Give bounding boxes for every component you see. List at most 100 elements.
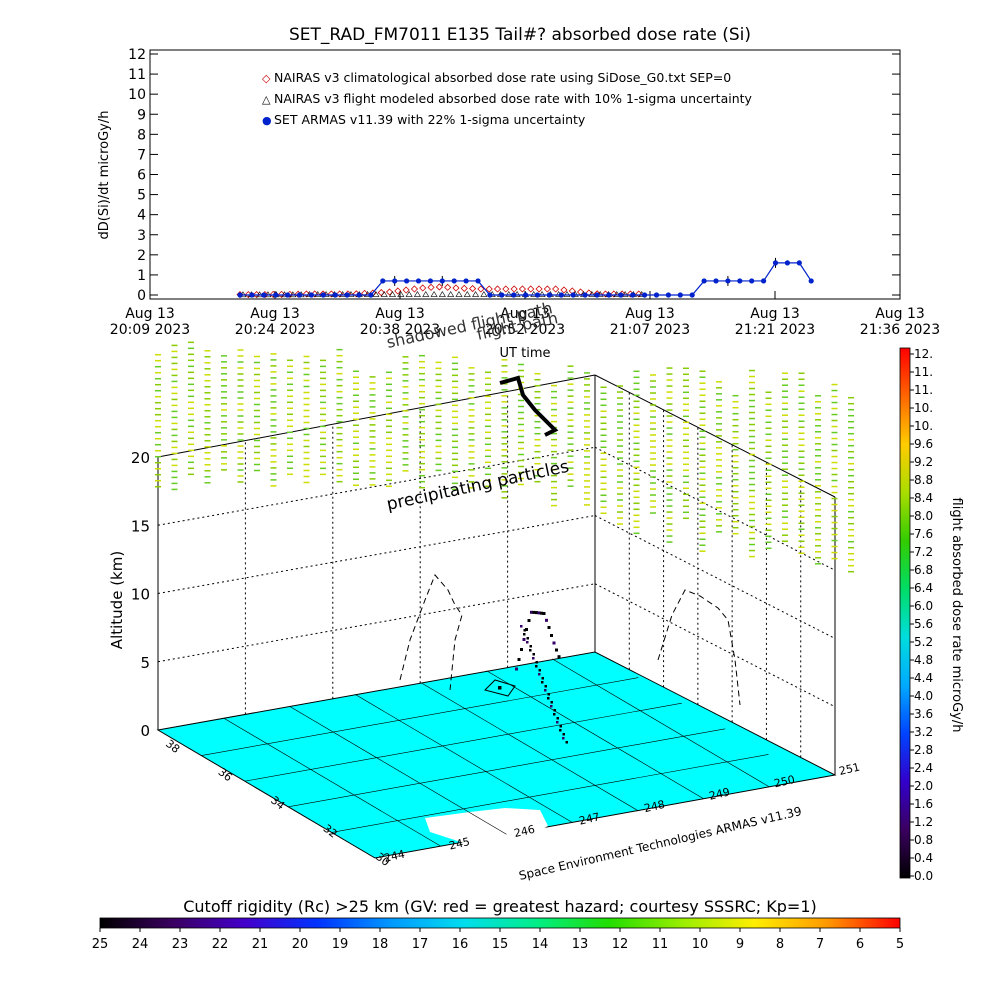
flight-point bbox=[559, 725, 562, 728]
armas-marker bbox=[594, 292, 600, 298]
legend-label: SET ARMAS v11.39 with 22% 1-sigma uncert… bbox=[274, 112, 586, 127]
legend-label: NAIRAS v3 flight modeled absorbed dose r… bbox=[274, 91, 753, 106]
rigidity-tick-label: 22 bbox=[212, 937, 229, 952]
armas-marker bbox=[701, 278, 707, 284]
rigidity-tick-label: 8 bbox=[776, 937, 784, 952]
legend-marker: ● bbox=[262, 114, 272, 127]
flight-point bbox=[544, 685, 547, 688]
x-tick-date: Aug 13 bbox=[125, 306, 175, 322]
colorbar-tick-label: 7.2 bbox=[914, 545, 933, 559]
armas-marker bbox=[808, 278, 814, 284]
flight-model-marker bbox=[264, 291, 272, 298]
rigidity-tick-label: 23 bbox=[172, 937, 189, 952]
x-tick-date: Aug 13 bbox=[750, 306, 800, 322]
clim-marker bbox=[560, 286, 568, 294]
y-tick-label: 6 bbox=[137, 168, 146, 184]
flight-point bbox=[557, 655, 561, 659]
armas-marker bbox=[558, 292, 564, 298]
clim-marker bbox=[394, 287, 402, 295]
rigidity-colorbar: Cutoff rigidity (Rc) >25 km (GV: red = g… bbox=[92, 897, 904, 952]
rigidity-bar bbox=[99, 917, 901, 929]
flight-point bbox=[520, 625, 523, 628]
flight-model-marker bbox=[588, 291, 596, 297]
altitude-tick-label: 20 bbox=[131, 449, 150, 467]
flight-point bbox=[565, 741, 568, 744]
flight-point bbox=[550, 634, 553, 637]
y-tick-label: 3 bbox=[137, 228, 146, 244]
y-tick-label: 4 bbox=[137, 208, 146, 224]
flight-point bbox=[553, 713, 556, 716]
ground-grid-line bbox=[354, 694, 573, 823]
x-tick-date: Aug 13 bbox=[250, 306, 300, 322]
ground-grid-line bbox=[289, 706, 507, 835]
y-tick-label: 1 bbox=[137, 268, 146, 284]
clim-marker bbox=[435, 283, 443, 291]
legend-marker: △ bbox=[262, 93, 271, 106]
flight-point bbox=[550, 705, 553, 708]
flight-model-marker bbox=[480, 291, 488, 297]
flight-model-marker bbox=[372, 291, 380, 297]
flight-point bbox=[530, 610, 533, 614]
flight-point bbox=[532, 653, 535, 656]
dose-rate-timeseries: SET_RAD_FM7011 E135 Tail#? absorbed dose… bbox=[97, 25, 940, 361]
rigidity-tick-label: 19 bbox=[332, 937, 349, 952]
x-tick-date: Aug 13 bbox=[500, 306, 550, 322]
armas-marker bbox=[427, 278, 433, 284]
clim-marker bbox=[485, 285, 493, 293]
rigidity-tick-label: 9 bbox=[736, 937, 744, 952]
legend: ◇ NAIRAS v3 climatological absorbed dose … bbox=[262, 70, 753, 127]
flight-model-marker bbox=[256, 291, 264, 298]
armas-marker bbox=[487, 292, 493, 298]
colorbar-tick-label: 6.8 bbox=[914, 563, 933, 577]
flight-point bbox=[526, 641, 529, 644]
x-tick-time: 21:21 2023 bbox=[735, 322, 815, 338]
flight-point bbox=[556, 721, 559, 724]
rigidity-tick-label: 21 bbox=[252, 937, 269, 952]
flight-point bbox=[520, 648, 523, 651]
flight-point bbox=[541, 677, 544, 680]
ground-grid-line bbox=[331, 754, 769, 833]
clim-marker bbox=[543, 285, 551, 293]
flight-point bbox=[540, 611, 543, 615]
rigidity-tick-label: 11 bbox=[652, 937, 669, 952]
armas-marker bbox=[344, 292, 350, 298]
rigidity-tick-label: 7 bbox=[816, 937, 824, 952]
clim-marker bbox=[469, 285, 477, 293]
armas-marker bbox=[332, 292, 338, 298]
flight-model-marker bbox=[472, 291, 480, 297]
armas-marker bbox=[237, 292, 243, 298]
ground-grid-line bbox=[288, 728, 726, 808]
flight-path-top bbox=[499, 375, 559, 437]
airport-marker bbox=[484, 679, 516, 697]
flight-point bbox=[547, 697, 550, 700]
x-tick-time: 20:09 2023 bbox=[110, 322, 190, 338]
flight-model-marker bbox=[438, 291, 446, 297]
flight-point bbox=[555, 648, 558, 652]
ground-grid-line bbox=[552, 658, 770, 788]
armas-marker bbox=[665, 292, 672, 298]
flight-point bbox=[553, 709, 556, 712]
x-axis-label: UT time bbox=[500, 346, 551, 361]
longitude-tick-label: 246 bbox=[513, 823, 536, 840]
colorbar-tick-label: 2.8 bbox=[914, 743, 933, 757]
flight-model-marker bbox=[413, 291, 421, 297]
colorbar-tick-label: 8.8 bbox=[914, 473, 933, 487]
3d-box bbox=[156, 374, 837, 859]
rigidity-tick-label: 12 bbox=[612, 937, 629, 952]
flight-point bbox=[562, 737, 565, 740]
rigidity-tick-label: 24 bbox=[132, 937, 149, 952]
colorbar-tick-label: 2.0 bbox=[914, 779, 933, 793]
armas-marker bbox=[380, 278, 386, 284]
colorbar-tick-label: 3.6 bbox=[914, 707, 933, 721]
x-tick-date: Aug 13 bbox=[375, 306, 425, 322]
clim-marker bbox=[535, 285, 543, 293]
altitude-tick-label: 10 bbox=[131, 586, 150, 604]
flight-point bbox=[526, 637, 529, 640]
colorbar-tick-label: 1.2 bbox=[914, 815, 933, 829]
flight-model-marker bbox=[339, 291, 347, 297]
longitude-tick-label: 249 bbox=[708, 785, 731, 802]
flight-point bbox=[515, 667, 518, 671]
water-body bbox=[425, 808, 548, 845]
altitude-axis-label: Altitude (km) bbox=[108, 551, 126, 649]
longitude-tick-label: 248 bbox=[643, 798, 666, 815]
